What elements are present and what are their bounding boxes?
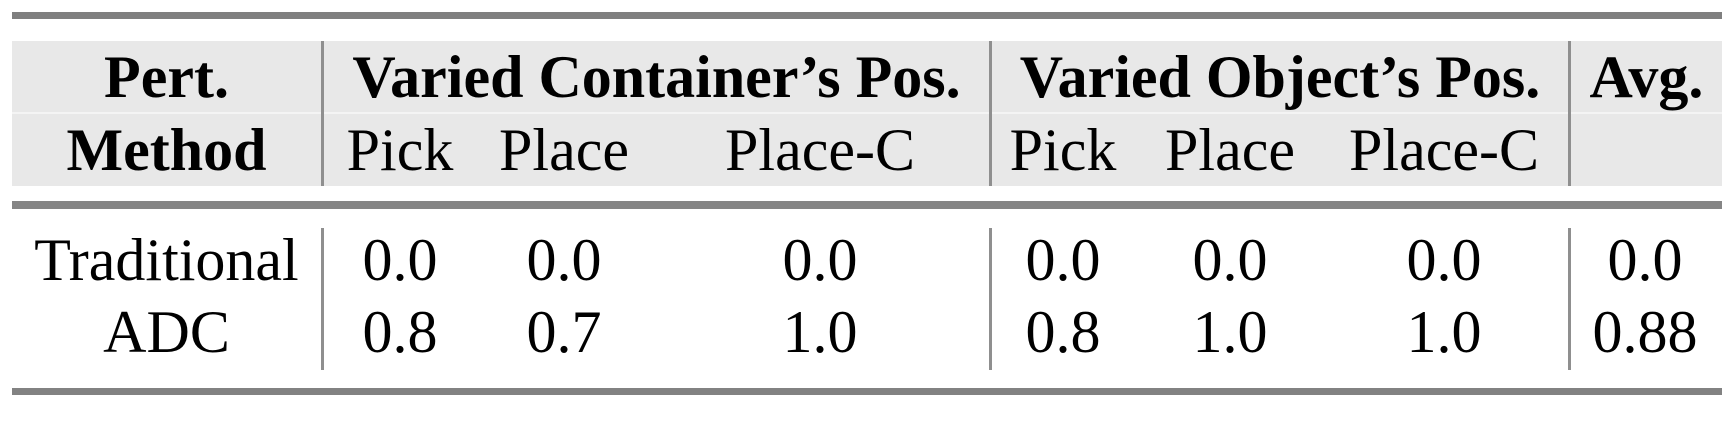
- header-stub-line2: Method: [66, 117, 267, 183]
- header-separator-2: [989, 41, 992, 186]
- header-group2-label: Varied Object’s Pos.: [1019, 43, 1541, 110]
- header-separator-1: [321, 41, 324, 186]
- row-traditional-object-pick: 0.0: [1025, 227, 1101, 293]
- header-group2-pick: Pick: [1009, 117, 1117, 183]
- row-traditional-container-pick: 0.0: [362, 227, 438, 293]
- header-separator-3: [1568, 41, 1571, 186]
- row-adc-object-place-c: 1.0: [1406, 299, 1482, 365]
- header-row-divider: [12, 112, 1722, 114]
- table-mid-rule: [12, 201, 1722, 209]
- row-adc-object-pick: 0.8: [1025, 299, 1101, 365]
- table-body: Traditional 0.0 0.0 0.0 0.0 0.0 0.0 0.0 …: [12, 224, 1722, 368]
- row-traditional-avg: 0.0: [1607, 227, 1683, 293]
- row-traditional-object-place: 0.0: [1192, 227, 1268, 293]
- row-adc-container-place: 0.7: [526, 299, 602, 365]
- header-group1-pick: Pick: [346, 117, 454, 183]
- body-separator-2: [989, 228, 992, 370]
- table-header-band: Pert. Varied Container’s Pos. Varied Obj…: [12, 41, 1722, 186]
- body-separator-1: [321, 228, 324, 370]
- row-adc-container-pick: 0.8: [362, 299, 438, 365]
- body-separator-3: [1568, 228, 1571, 370]
- header-avg-label: Avg.: [1589, 43, 1704, 110]
- header-group2-place-c: Place-C: [1349, 117, 1539, 183]
- row-traditional-object-place-c: 0.0: [1406, 227, 1482, 293]
- row-traditional-container-place: 0.0: [526, 227, 602, 293]
- header-group1-label: Varied Container’s Pos.: [352, 43, 961, 110]
- header-group2-place: Place: [1165, 117, 1295, 183]
- row-traditional-method: Traditional: [34, 227, 299, 293]
- table-bottom-rule: [12, 388, 1722, 395]
- row-adc-object-place: 1.0: [1192, 299, 1268, 365]
- header-stub-line1: Pert.: [104, 43, 229, 110]
- row-traditional-container-place-c: 0.0: [782, 227, 858, 293]
- row-adc-method: ADC: [103, 299, 230, 365]
- header-group1-place: Place: [499, 117, 629, 183]
- table-top-rule: [12, 12, 1722, 19]
- row-adc-avg: 0.88: [1592, 299, 1698, 365]
- row-adc-container-place-c: 1.0: [782, 299, 858, 365]
- header-group1-place-c: Place-C: [725, 117, 915, 183]
